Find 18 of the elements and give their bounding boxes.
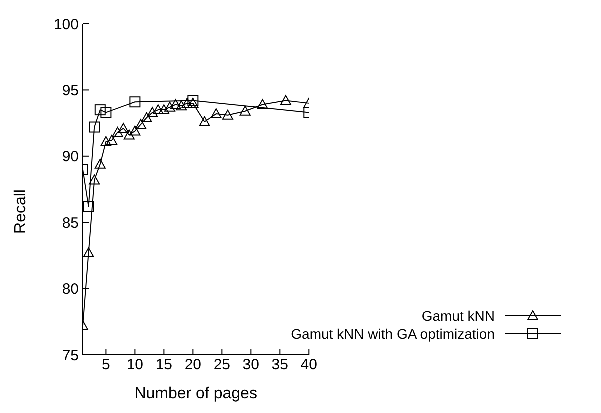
y-tick-label: 95 (62, 82, 79, 100)
x-tick-label: 30 (242, 356, 260, 374)
x-tick-label: 25 (214, 356, 231, 374)
x-tick-label: 20 (184, 356, 202, 374)
x-tick-label: 5 (102, 356, 110, 374)
legend-label: Gamut kNN (422, 308, 495, 324)
y-axis-title: Recall (12, 190, 30, 234)
legend-label: Gamut kNN with GA optimization (291, 326, 495, 342)
y-tick-label: 85 (62, 214, 79, 232)
y-tick-label: 100 (54, 16, 79, 34)
x-tick-label: 10 (126, 356, 144, 374)
x-tick-label: 35 (272, 356, 288, 374)
x-axis-title: Number of pages (134, 385, 258, 402)
x-tick-label: 15 (156, 356, 173, 374)
y-tick-label: 75 (62, 347, 79, 364)
x-tick-label: 40 (300, 356, 318, 374)
y-tick-label: 80 (62, 281, 79, 298)
y-tick-label: 90 (62, 148, 79, 166)
